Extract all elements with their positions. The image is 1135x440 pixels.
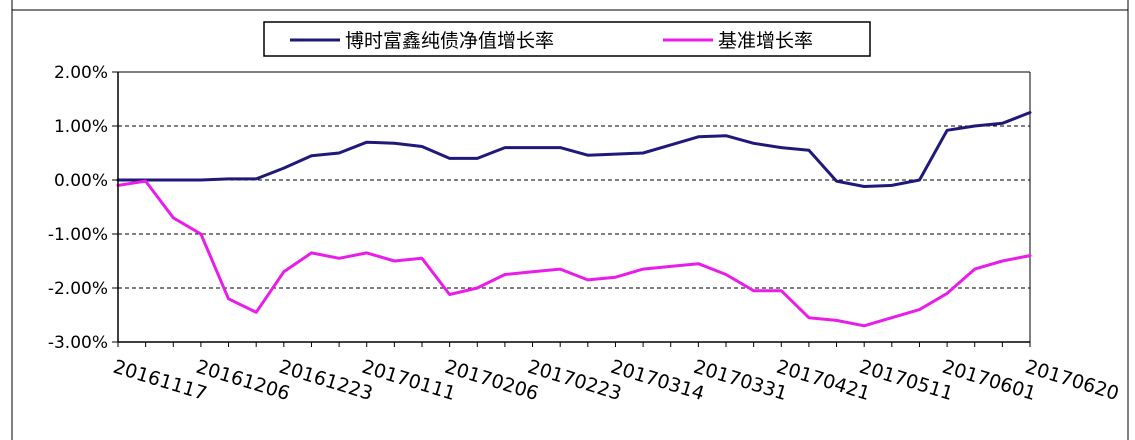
x-tick-label: 20170314: [608, 356, 707, 405]
y-tick-label: 2.00%: [54, 63, 108, 83]
plot-area: [116, 71, 1032, 342]
series-line-benchmark: [116, 179, 1032, 328]
legend-label-benchmark: 基准增长率: [718, 30, 813, 52]
x-tick-label: 20170421: [774, 356, 873, 405]
y-axis: 2.00% 1.00% 0.00% -1.00% -2.00% -3.00%: [48, 63, 119, 353]
x-tick-label: 20170206: [442, 356, 541, 405]
x-axis: 2016111720161206201612232017011120170206…: [111, 341, 1122, 405]
x-tick-label: 20161117: [111, 356, 210, 405]
y-tick-label: -3.00%: [48, 333, 108, 353]
x-tick-label: 20161223: [276, 356, 375, 405]
x-tick-label: 20170601: [940, 356, 1039, 405]
plot-background: [118, 72, 1030, 342]
legend-label-net-value: 博时富鑫纯债净值增长率: [345, 30, 554, 52]
x-tick-label: 20170511: [857, 356, 956, 405]
y-tick-label: 0.00%: [54, 171, 108, 191]
x-tick-label: 20170223: [525, 356, 624, 405]
x-tick-label: 20170111: [359, 356, 458, 405]
x-tick-label: 20170620: [1023, 356, 1122, 405]
x-tick-label: 20161206: [193, 356, 292, 405]
x-tick-label: 20170331: [691, 356, 790, 405]
legend-box: [263, 21, 871, 57]
series-line-net-value: [116, 111, 1032, 188]
y-tick-label: 1.00%: [54, 117, 108, 137]
y-tick-label: -1.00%: [48, 225, 108, 245]
legend: 博时富鑫纯债净值增长率 基准增长率: [263, 21, 871, 57]
y-tick-label: -2.00%: [48, 279, 108, 299]
